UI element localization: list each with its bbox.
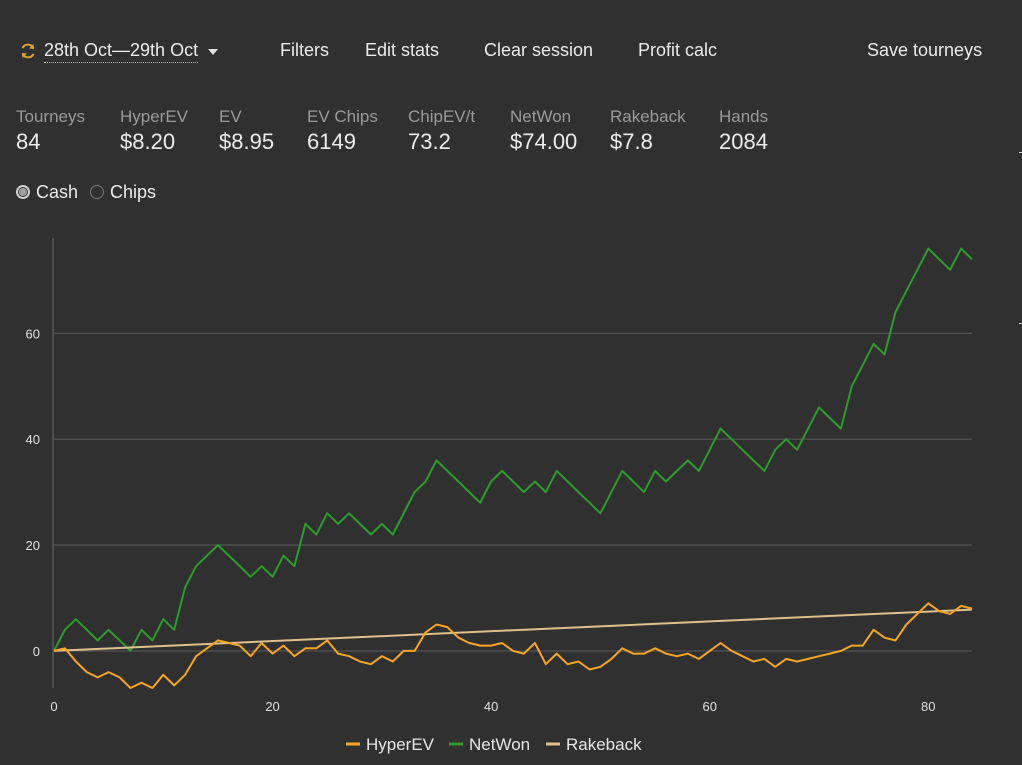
stat-value: $8.20 [120,129,176,154]
radio-label[interactable]: Chips [110,181,157,202]
stat-label: Hands [719,107,769,126]
edit-stats-button[interactable]: Edit stats [365,40,440,60]
legend-item-hyperev[interactable]: HyperEV [346,735,435,754]
scrollbar-tick [1019,152,1022,153]
x-tick-label: 40 [484,699,498,714]
stat-label: ChipEV/t [408,107,476,126]
radio-cash[interactable]: Cash [16,182,78,203]
stat-value: 6149 [307,129,356,154]
stat-value: $7.8 [610,129,653,154]
stat-value: 84 [16,129,41,154]
radio-chips[interactable]: Chips [90,182,156,203]
stat-tourneys: Tourneys 84 [16,106,85,156]
stat-chipev-per-tourney: ChipEV/t 73.2 [408,106,475,156]
y-tick-label: 40 [26,432,40,447]
stat-label: Tourneys [16,107,85,126]
series-line-hyperev [53,602,973,689]
profit-calc-button[interactable]: Profit calc [638,40,718,60]
legend-item-netwon[interactable]: NetWon [449,735,530,754]
chevron-down-icon[interactable] [208,49,219,55]
series-line-rakeback [53,608,973,652]
stat-value: 2084 [719,129,768,154]
legend-label[interactable]: NetWon [469,735,530,754]
stat-label: EV Chips [307,107,378,126]
stat-label: Rakeback [610,107,686,126]
toolbar: 28th Oct—29th Oct Filters Edit stats Cle… [0,0,1022,100]
x-tick-label: 20 [265,699,279,714]
stat-hands: Hands 2084 [719,106,768,156]
series-lines [53,247,973,689]
stat-ev-chips: EV Chips 6149 [307,106,378,156]
stat-hyperev: HyperEV $8.20 [120,106,188,156]
profit-chart: 0 20 40 60 0 20 40 60 80 HyperEV NetWon Rakeback [26,238,973,754]
tick-labels: 0 20 40 60 0 20 40 60 80 [26,326,936,714]
stat-netwon: NetWon $74.00 [510,106,577,156]
y-tick-label: 0 [33,644,40,659]
radio-button[interactable] [90,185,105,199]
series-line-netwon [53,247,973,652]
legend-item-rakeback[interactable]: Rakeback [546,735,642,754]
stat-rakeback: Rakeback $7.8 [610,106,686,156]
radio-button-checked[interactable] [16,185,30,199]
chart-legend[interactable]: HyperEV NetWon Rakeback [346,735,642,754]
date-range-picker[interactable]: 28th Oct—29th Oct [18,38,219,64]
x-tick-label: 80 [921,699,935,714]
filters-button[interactable]: Filters [280,40,329,60]
scrollbar-tick [1019,323,1022,324]
date-range-label[interactable]: 28th Oct—29th Oct [44,40,199,63]
stat-ev: EV $8.95 [219,106,274,156]
legend-label[interactable]: HyperEV [366,735,435,754]
stat-label: EV [219,107,242,126]
radio-label[interactable]: Cash [36,181,79,202]
stat-value: $74.00 [510,129,578,154]
y-tick-label: 60 [26,326,40,341]
mode-radio-group: Cash Chips [16,180,168,204]
grid-lines [52,238,972,688]
stat-label: NetWon [510,107,572,126]
clear-session-button[interactable]: Clear session [484,40,594,60]
refresh-icon[interactable] [18,41,38,61]
x-tick-label: 0 [50,699,57,714]
legend-label[interactable]: Rakeback [566,735,642,754]
save-tourneys-button[interactable]: Save tourneys [867,40,983,60]
y-tick-label: 20 [26,538,40,553]
stat-value: $8.95 [219,129,275,154]
x-tick-label: 60 [702,699,716,714]
stat-label: HyperEV [120,107,189,126]
stat-value: 73.2 [408,129,451,154]
